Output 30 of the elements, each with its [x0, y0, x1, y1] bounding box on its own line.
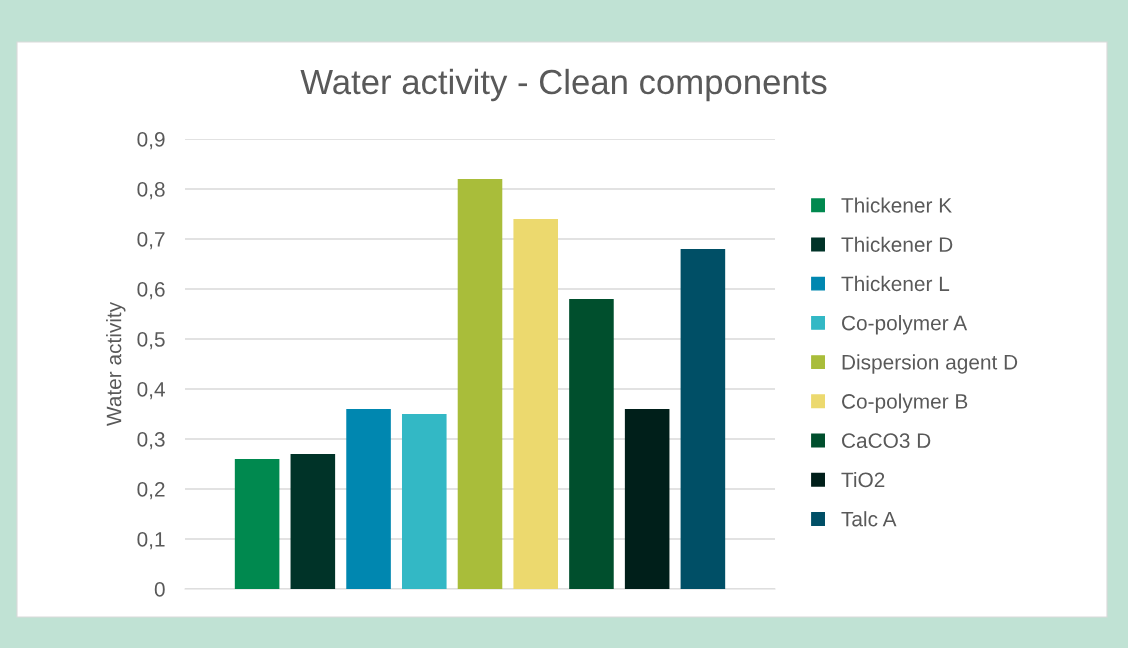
y-tick-label: 0: [154, 582, 165, 597]
y-tick-label: 0,4: [137, 382, 165, 400]
chart-title: Water activity - Clean components: [300, 68, 827, 102]
bar: [624, 409, 670, 589]
legend-label: CaCO3 D: [842, 433, 931, 449]
bar: [513, 219, 559, 589]
legend-label: Thickener K: [841, 197, 952, 213]
y-tick-label: 0,1: [137, 532, 165, 550]
legend-label: Thickener L: [841, 275, 950, 292]
legend-label: Dispersion agent D: [842, 354, 1018, 374]
y-axis-title: Water activity: [106, 301, 126, 427]
bar: [457, 179, 503, 589]
bar: [346, 409, 391, 589]
y-tick-label: 0,5: [137, 332, 165, 350]
bar: [680, 249, 726, 589]
y-tick-label: 0,8: [137, 182, 165, 200]
legend-label: Talc A: [841, 511, 897, 527]
legend-label: Thickener D: [841, 236, 953, 252]
bar: [401, 414, 447, 589]
legend-label: Co-polymer A: [842, 315, 968, 335]
y-tick-label: 0,3: [137, 432, 165, 450]
y-tick-label: 0,6: [137, 282, 165, 300]
legend-label: Co-polymer B: [842, 393, 968, 413]
y-tick-label: 0,2: [137, 482, 165, 500]
bar: [569, 299, 614, 589]
bar: [234, 459, 280, 589]
legend-label: TiO2: [841, 471, 885, 488]
bar: [290, 454, 336, 589]
y-tick-label: 0,7: [137, 232, 165, 250]
y-tick-label: 0,9: [137, 132, 165, 150]
